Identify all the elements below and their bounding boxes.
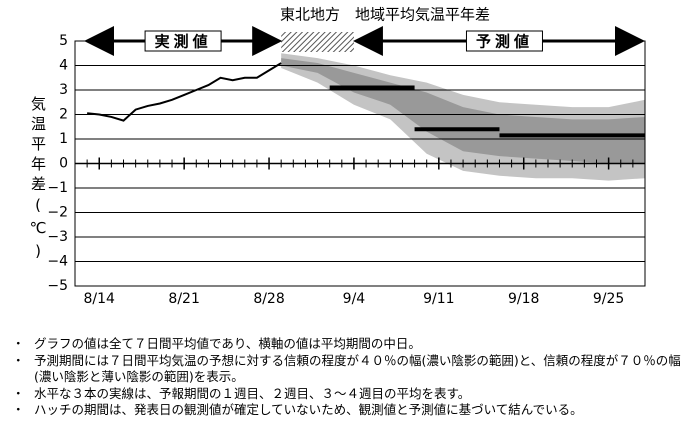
y-tick-label: −3: [47, 229, 68, 245]
y-tick-label: 5: [59, 33, 68, 49]
observed-label: 実測値: [155, 33, 212, 51]
observed-label-box: [144, 30, 222, 52]
y-tick-label: −4: [47, 254, 68, 270]
x-tick-label: 8/28: [253, 291, 284, 307]
x-tick-label: 8/14: [84, 291, 116, 307]
y-tick-label: 4: [59, 58, 68, 74]
note: グラフの値は全て７日間平均値であり、横軸の値は平均期間の中日。: [12, 336, 692, 353]
x-tick-label: 9/18: [508, 291, 539, 307]
note: 予測期間には７日間平均気温の予想に対する信頼の程度が４０％の幅(濃い陰影の範囲)…: [12, 353, 692, 386]
y-tick-label: 2: [59, 107, 68, 123]
x-tick-label: 9/25: [593, 291, 624, 307]
hatch-period: [281, 32, 354, 52]
note: ハッチの期間は、発表日の観測値が確定していないため、観測値と予測値に基づいて結ん…: [12, 402, 692, 419]
observed-line: [87, 62, 282, 122]
y-tick-label: −5: [47, 278, 68, 294]
chart-title: 東北地方 地域平均気温平年差: [280, 6, 490, 24]
y-tick-label: 0: [59, 156, 68, 172]
x-tick-label: 9/4: [343, 291, 366, 307]
forecast-label-box: [465, 30, 543, 52]
y-tick-label: −1: [47, 180, 68, 196]
y-axis-label: 気温平年差(℃): [29, 96, 47, 265]
y-tick-label: 1: [59, 131, 68, 147]
x-tick-label: 9/11: [423, 291, 454, 307]
y-tick-label: −2: [47, 205, 68, 221]
y-tick-label: 3: [59, 82, 68, 98]
x-tick-label: 8/21: [168, 291, 199, 307]
chart: 東北地方 地域平均気温平年差 5 4 3 2 1 0 −1 −2 −3 −4 −5 8/14 8/21 8…: [47, 6, 646, 307]
note: 水平な３本の実線は、予報期間の１週目、２週目、３～４週目の平均を表す。: [12, 386, 692, 403]
forecast-label: 予測値: [476, 33, 533, 51]
notes: グラフの値は全て７日間平均値であり、横軸の値は平均期間の中日。 予測期間には７日…: [12, 336, 692, 419]
